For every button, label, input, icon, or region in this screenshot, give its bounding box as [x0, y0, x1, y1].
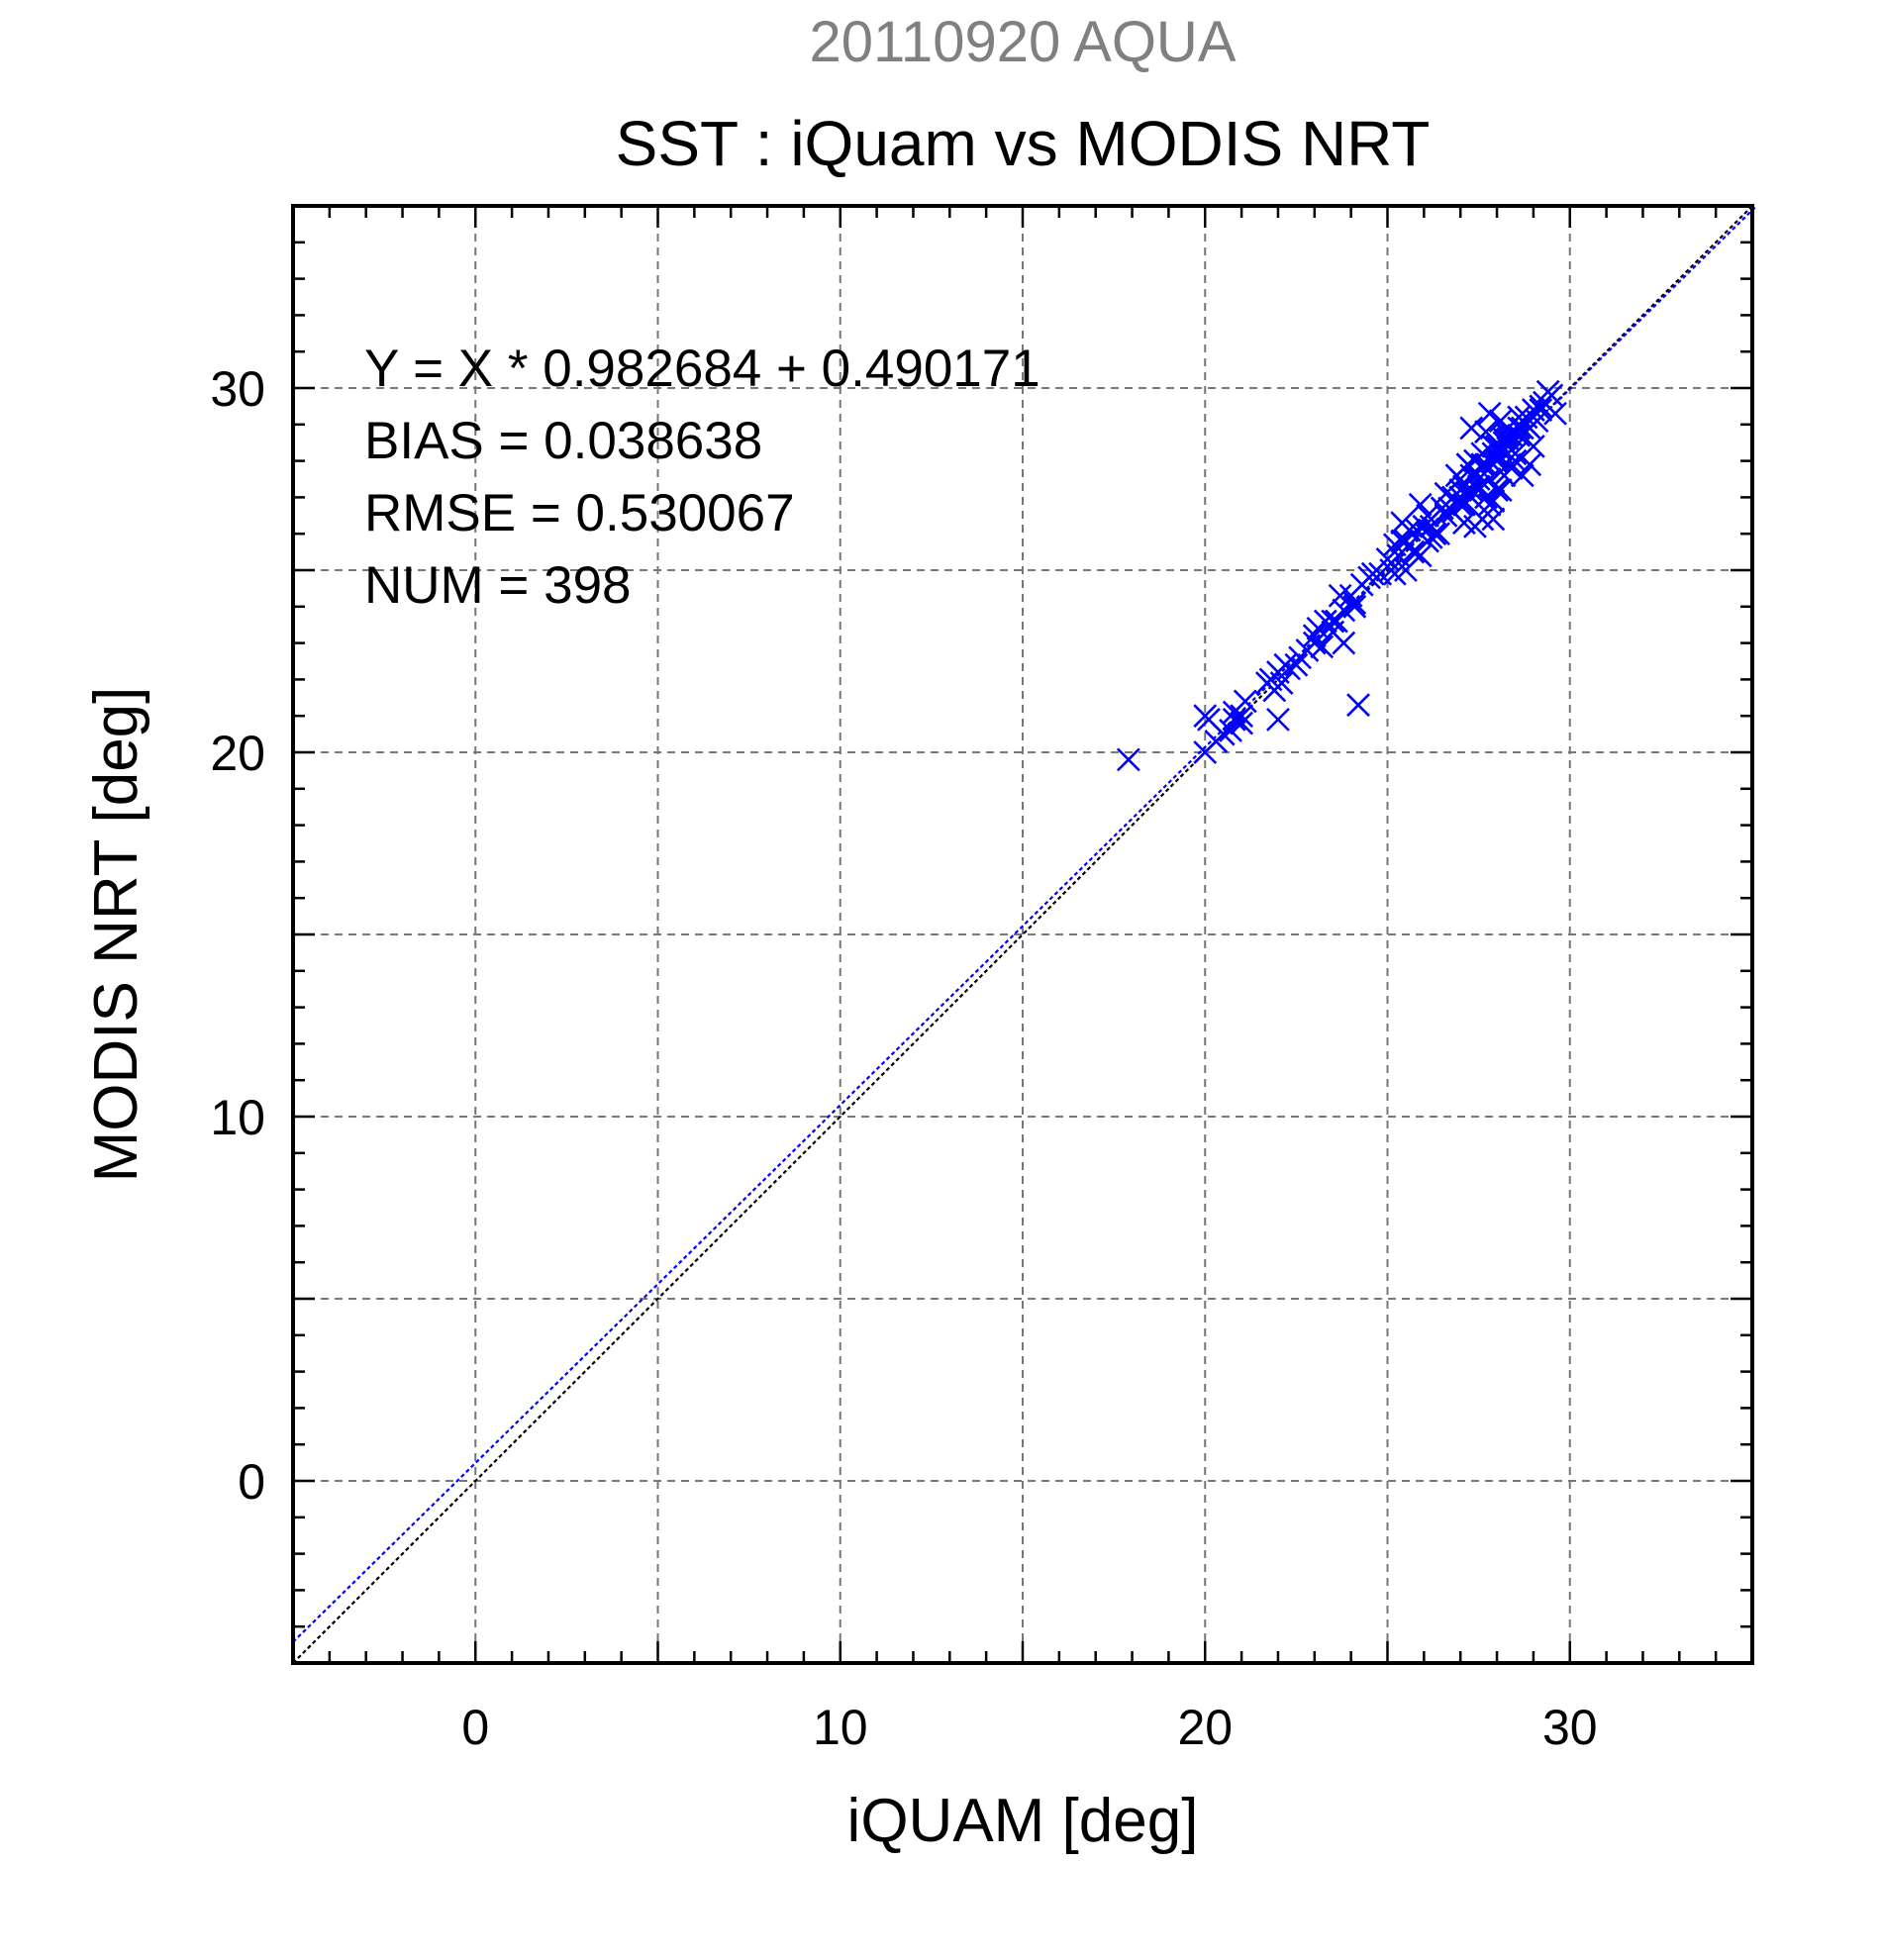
- date-title: 20110920 AQUA: [809, 10, 1236, 74]
- data-point: [1230, 704, 1254, 729]
- x-tick-label: 0: [461, 1700, 489, 1755]
- data-point: [1470, 507, 1495, 532]
- data-point: [1521, 434, 1545, 458]
- data-point: [1488, 409, 1513, 434]
- y-axis-label: MODIS NRT [deg]: [82, 687, 150, 1183]
- data-point: [1481, 507, 1506, 532]
- data-point: [1390, 511, 1415, 536]
- y-tick-label: 10: [210, 1090, 265, 1145]
- data-point: [1266, 707, 1290, 732]
- x-tick-label: 10: [813, 1700, 868, 1755]
- y-tick-label: 20: [210, 726, 265, 781]
- data-point: [1430, 496, 1454, 521]
- data-point: [1481, 489, 1506, 513]
- y-tick-label: 0: [238, 1454, 265, 1510]
- data-point: [1401, 539, 1426, 564]
- regression-equation: Y = X * 0.982684 + 0.490171: [364, 340, 1040, 398]
- rmse-stat: RMSE = 0.530067: [364, 484, 795, 542]
- data-point: [1382, 561, 1407, 586]
- data-point: [1346, 693, 1370, 718]
- data-point: [1310, 635, 1335, 659]
- data-point: [1419, 525, 1443, 549]
- data-point: [1507, 416, 1532, 441]
- x-tick-label: 30: [1542, 1700, 1598, 1755]
- data-point: [1269, 671, 1294, 695]
- bias-stat: BIAS = 0.038638: [364, 412, 762, 470]
- count-stat: NUM = 398: [364, 556, 632, 615]
- data-point: [1448, 492, 1473, 517]
- data-points: [1116, 379, 1567, 772]
- data-point: [1474, 420, 1498, 444]
- data-point: [1466, 467, 1491, 491]
- data-point: [1485, 445, 1509, 469]
- chart-title: SST : iQuam vs MODIS NRT: [616, 108, 1431, 179]
- data-point: [1302, 631, 1327, 655]
- data-point: [1463, 448, 1487, 473]
- data-point: [1459, 478, 1484, 502]
- data-point: [1477, 401, 1502, 426]
- data-point: [1230, 711, 1254, 735]
- data-point: [1222, 707, 1246, 732]
- data-point: [1342, 591, 1367, 616]
- tick-labels: 0 10 20 30 0 10 20 30: [210, 361, 1597, 1755]
- data-point: [1332, 631, 1356, 655]
- regression-line: [292, 205, 1758, 1643]
- data-point: [1313, 609, 1337, 634]
- data-point: [1496, 423, 1521, 447]
- data-point: [1492, 463, 1517, 488]
- x-axis-label: iQUAM [deg]: [847, 1787, 1199, 1855]
- data-point: [1116, 747, 1140, 772]
- data-point: [1543, 401, 1567, 426]
- data-point: [1434, 503, 1458, 528]
- data-point: [1539, 383, 1564, 408]
- data-point: [1518, 452, 1542, 477]
- data-point: [1455, 452, 1480, 477]
- data-point: [1499, 438, 1524, 462]
- data-point: [1474, 485, 1498, 510]
- x-tick-label: 20: [1177, 1700, 1233, 1755]
- grid: [293, 206, 1752, 1663]
- data-point: [1342, 594, 1367, 619]
- data-point: [1507, 423, 1532, 447]
- data-point: [1507, 405, 1532, 430]
- data-point: [1408, 492, 1433, 517]
- y-tick-label: 30: [210, 361, 265, 417]
- data-point: [1222, 700, 1246, 725]
- data-point: [1529, 398, 1553, 422]
- reference-lines: [292, 205, 1758, 1664]
- data-point: [1284, 652, 1309, 677]
- data-point: [1451, 511, 1476, 536]
- data-point: [1211, 722, 1236, 746]
- data-point: [1459, 416, 1484, 441]
- plot-frame: [291, 204, 1754, 1665]
- data-point: [1328, 583, 1352, 608]
- data-point: [1488, 478, 1513, 502]
- data-point: [1302, 624, 1327, 648]
- data-point: [1427, 522, 1451, 546]
- data-point: [1510, 463, 1534, 488]
